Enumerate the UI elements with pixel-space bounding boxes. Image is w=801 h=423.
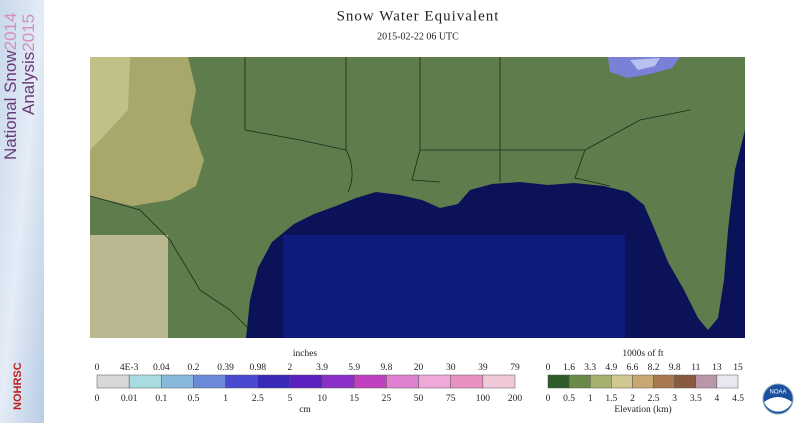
legend-title: Elevation (km) — [614, 404, 671, 415]
legend-swatch — [353, 374, 387, 389]
legend-swatch — [193, 374, 226, 389]
legend-swatch — [161, 374, 194, 389]
legend-label: 10 — [317, 394, 327, 404]
legend-label: 0 — [95, 394, 100, 404]
legend-label: 15 — [733, 363, 743, 373]
legend-label: 50 — [414, 394, 424, 404]
legend-label: 4.9 — [605, 363, 617, 373]
legend-label: 3.5 — [690, 394, 702, 404]
legend-label: 0.2 — [188, 363, 200, 373]
legend-swatch — [450, 374, 484, 389]
legend-label: 0 — [546, 363, 551, 373]
map — [89, 57, 745, 338]
legend-label: 2 — [288, 363, 293, 373]
noaa-logo: NOAA — [762, 383, 794, 415]
legend-swatch — [695, 374, 718, 389]
legend-swatch — [386, 374, 419, 389]
legend-label: 5.9 — [348, 363, 360, 373]
legend-label: 2 — [630, 394, 635, 404]
legend-swatch — [321, 374, 355, 389]
legend-label: 4E-3 — [120, 363, 139, 373]
legend-label: 1 — [223, 394, 228, 404]
sidebar-text: National Snow2014 — [1, 13, 20, 160]
sidebar-line: Analysis — [19, 52, 38, 115]
legend-swatch — [289, 374, 323, 389]
legend-label: 4.5 — [732, 394, 744, 404]
legend-swatch — [547, 374, 570, 389]
legend-label: 79 — [510, 363, 520, 373]
legend-label: 25 — [382, 394, 392, 404]
logo-label: NOAA — [769, 390, 786, 396]
legend-label: 0.04 — [153, 363, 170, 373]
legend-label: 30 — [446, 363, 456, 373]
agency: NOHRSC — [12, 362, 24, 410]
legend-label: 4 — [715, 394, 720, 404]
legend-label: 0 — [95, 363, 100, 373]
legend-label: 3.3 — [584, 363, 596, 373]
sidebar-text: Analysis2015 — [19, 14, 38, 115]
title: Snow Water Equivalent — [337, 8, 500, 24]
legend-swatch — [568, 374, 591, 389]
legend-label: 0.39 — [217, 363, 234, 373]
legend-label: 5 — [288, 394, 293, 404]
legend-label: 9.8 — [669, 363, 681, 373]
legend-label: 100 — [476, 394, 491, 404]
legend-label: 8.2 — [648, 363, 660, 373]
sidebar-year: 2015 — [19, 14, 38, 52]
legend-label: 75 — [446, 394, 456, 404]
legend-label: 11 — [691, 363, 700, 373]
legend-label: 20 — [414, 363, 424, 373]
legend-label: 0.5 — [188, 394, 200, 404]
legend-label: 1.6 — [563, 363, 575, 373]
legend-label: 13 — [712, 363, 722, 373]
legend: inches cm 1000s of ft Elevation (km) 0 4E… — [95, 348, 745, 415]
legend-label: 0.98 — [249, 363, 266, 373]
sidebar — [0, 0, 44, 423]
legend-label: 9.8 — [380, 363, 392, 373]
legend-label: 39 — [478, 363, 488, 373]
legend-label: 3.9 — [316, 363, 328, 373]
sidebar-line: National Snow — [1, 50, 20, 160]
legend-label: 2.5 — [252, 394, 264, 404]
legend-label: 2.5 — [648, 394, 660, 404]
legend-label: 0 — [546, 394, 551, 404]
legend-label: 6.6 — [627, 363, 639, 373]
legend-swatch — [716, 374, 739, 389]
legend-label: 0.01 — [121, 394, 138, 404]
legend-unit: inches — [293, 349, 318, 359]
legend-label: 1.5 — [605, 394, 617, 404]
legend-swatch — [611, 374, 633, 389]
legend-swatch — [674, 374, 697, 389]
legend-label: 200 — [508, 394, 523, 404]
legend-swatch — [225, 374, 259, 389]
legend-swatch — [589, 374, 612, 389]
legend-swatch — [96, 374, 130, 389]
legend-label: 3 — [672, 394, 677, 404]
legend-swatch — [482, 374, 516, 389]
legend-label: 0.1 — [155, 394, 167, 404]
legend-swatch — [418, 374, 451, 389]
sidebar-year: 2014 — [1, 13, 20, 51]
legend-label: 0.5 — [563, 394, 575, 404]
legend-unit: cm — [299, 405, 311, 415]
legend-unit: 1000s of ft — [622, 348, 664, 359]
legend-swatch — [653, 374, 675, 389]
legend-swatch — [257, 374, 291, 389]
legend-swatch — [632, 374, 654, 389]
subtitle: 2015-02-22 06 UTC — [377, 31, 459, 42]
legend-swatch — [128, 374, 162, 389]
legend-label: 1 — [588, 394, 593, 404]
legend-label: 15 — [349, 394, 359, 404]
